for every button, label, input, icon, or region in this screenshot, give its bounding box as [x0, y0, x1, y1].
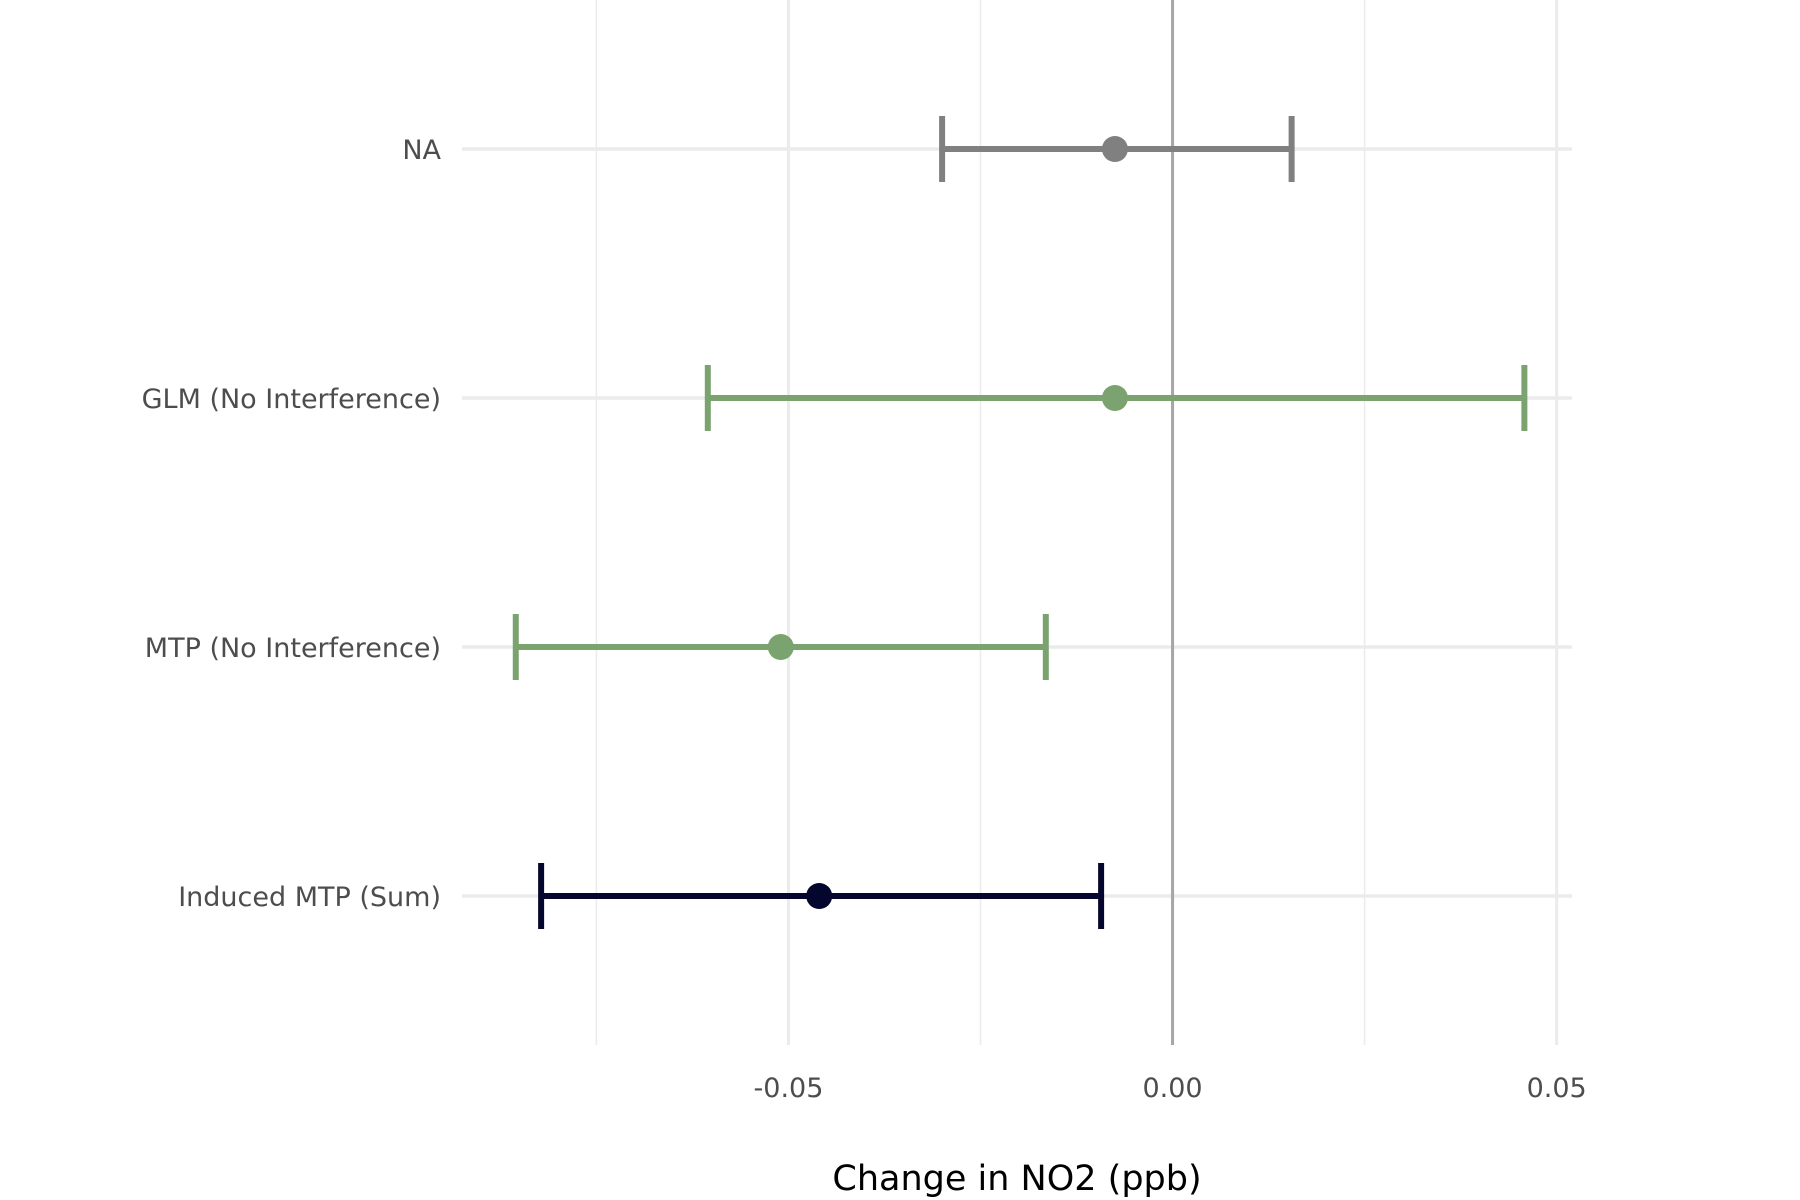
- point-estimate: [1101, 136, 1128, 162]
- x-axis-tick-labels: -0.05 0.00 0.05: [754, 1073, 1587, 1104]
- minor-gridlines: [595, 0, 1366, 1045]
- interval-marks: [512, 116, 1528, 929]
- interval-row: [939, 116, 1295, 182]
- y-tick-label: Induced MTP (Sum): [178, 882, 441, 913]
- interval-row: [512, 614, 1049, 680]
- row-gridlines: [462, 147, 1572, 898]
- x-tick-label: 0.00: [1142, 1073, 1202, 1104]
- x-tick-label: 0.05: [1527, 1073, 1587, 1104]
- point-estimate: [767, 634, 794, 660]
- y-tick-label: MTP (No Interference): [145, 633, 441, 664]
- interval-row: [704, 365, 1528, 431]
- interval-row: [538, 863, 1105, 929]
- x-axis-title: Change in NO2 (ppb): [832, 1159, 1201, 1199]
- y-tick-label: NA: [402, 135, 441, 166]
- x-tick-label: -0.05: [754, 1073, 824, 1104]
- y-tick-label: GLM (No Interference): [142, 384, 441, 415]
- point-estimate: [806, 883, 833, 909]
- y-axis-labels: NA GLM (No Interference) MTP (No Interfere…: [142, 135, 442, 913]
- point-estimate: [1101, 385, 1128, 411]
